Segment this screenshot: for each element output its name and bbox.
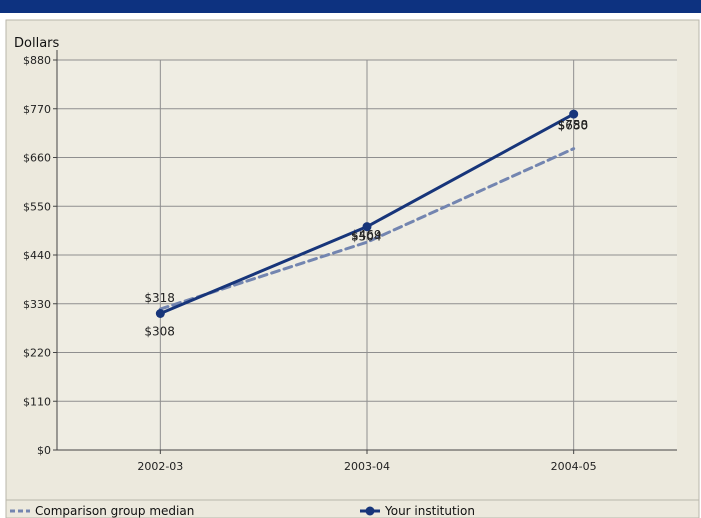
y-tick-label: $550	[23, 200, 51, 213]
y-axis-label: Dollars	[14, 36, 59, 51]
y-tick-label: $220	[23, 347, 51, 360]
y-tick-label: $440	[23, 249, 51, 262]
legend: Comparison group median Your institution	[6, 499, 699, 518]
data-label: $308	[144, 325, 175, 339]
x-tick-label: 2003-04	[344, 460, 390, 473]
data-label: $504	[351, 230, 382, 244]
y-tick-label: $880	[23, 54, 51, 67]
data-label: $318	[144, 291, 175, 305]
data-point-marker	[362, 222, 372, 232]
x-tick-label: 2004-05	[551, 460, 597, 473]
y-tick-label: $330	[23, 298, 51, 311]
data-point-marker	[155, 309, 165, 318]
data-label: $758	[558, 118, 589, 132]
legend-point-marker	[365, 506, 375, 516]
y-tick-label: $660	[23, 152, 51, 165]
y-tick-label: $0	[37, 444, 51, 457]
legend-label: Comparison group median	[35, 504, 194, 518]
legend-label: Your institution	[384, 504, 475, 518]
y-tick-label: $110	[23, 395, 51, 408]
plot-area: $0 $110 $220 $330 $440 $550 $660 $770 $880 2002-0…	[23, 50, 677, 473]
header-band	[0, 0, 701, 13]
x-tick-label: 2002-03	[137, 460, 183, 473]
y-tick-label: $770	[23, 103, 51, 116]
data-label: $680	[558, 119, 589, 133]
series-line-comparison-median	[158, 147, 576, 311]
data-point-marker	[569, 109, 579, 119]
